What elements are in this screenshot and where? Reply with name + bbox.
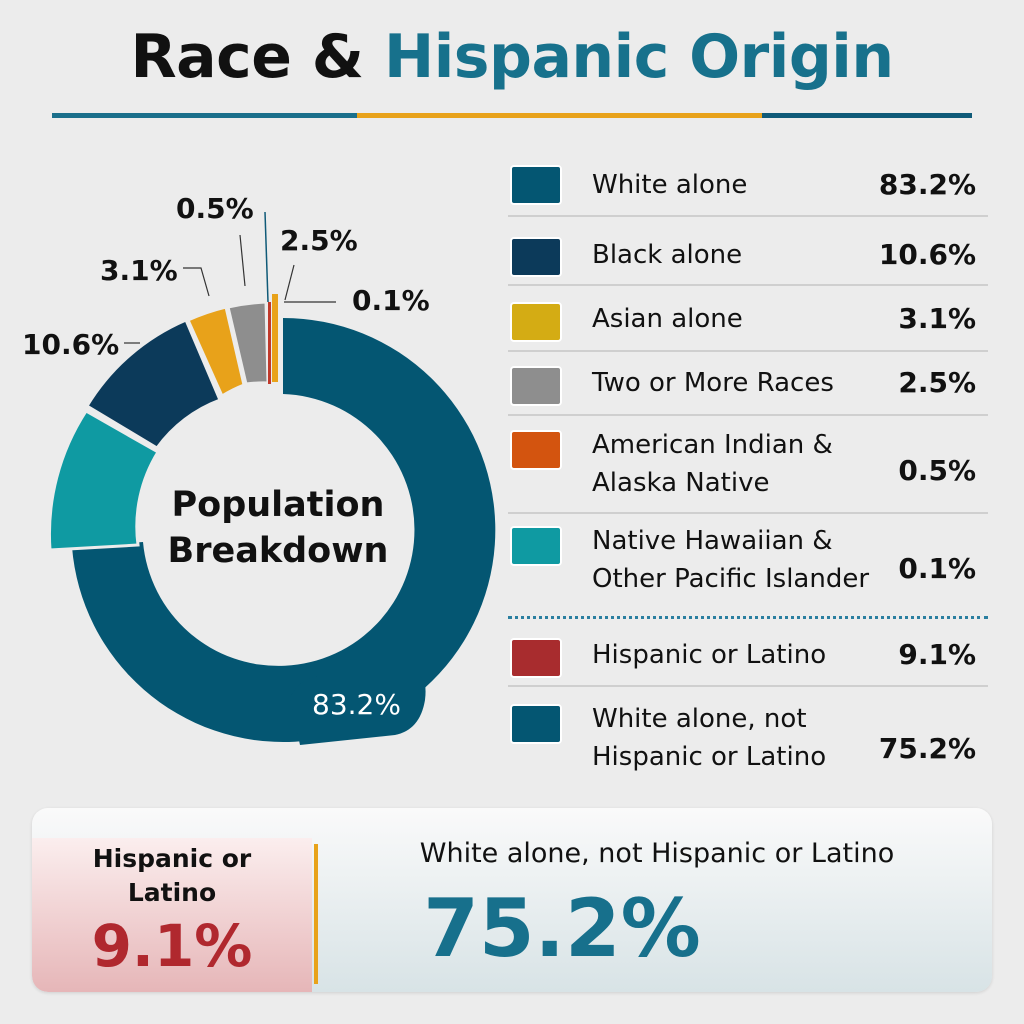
leader-asian [183,267,210,297]
summary-hispanic-panel: Hispanic or Latino 9.1% [32,838,312,992]
donut-center-label: Population Breakdown [138,482,418,574]
legend-swatch [510,526,562,566]
leader-two-or-more [239,234,246,287]
callout-nhpi: 0.1% [352,284,430,317]
legend-swatch [510,704,562,744]
summary-white-value: 75.2% [423,882,701,975]
legend-item-black: Black alone 10.6% [500,234,990,280]
legend-divider [508,284,988,286]
legend-label-line1: Native Hawaiian & [592,526,833,556]
legend-value: 3.1% [898,302,976,335]
segment-nhpi [47,408,161,552]
legend-swatch [510,165,562,205]
legend-dotted-divider [508,616,988,619]
summary-card: Hispanic or Latino 9.1% White alone, not… [32,808,992,992]
title-part-1: Race & [130,22,364,92]
legend-item-aian: American Indian & Alaska Native 0.5% [500,426,990,506]
legend-value: 83.2% [878,168,976,201]
donut-svg [47,211,496,745]
legend-label-line2: Hispanic or Latino [592,742,827,772]
legend-label: Black alone [592,240,743,270]
summary-divider [314,844,318,984]
legend-divider [508,414,988,416]
legend-divider [508,512,988,514]
summary-hispanic-value: 9.1% [91,912,253,980]
segment-aian [268,302,271,384]
title-rule-middle [357,113,762,118]
legend-label: Two or More Races [592,368,834,398]
legend-item-nhpi: Native Hawaiian & Other Pacific Islander… [500,522,990,602]
legend-swatch [510,366,562,406]
legend-label: White alone [592,170,748,200]
legend-item-white: White alone 83.2% [500,162,990,208]
legend-swatch [510,430,562,470]
center-label-line1: Population [171,485,385,525]
legend-value: 0.1% [898,552,976,585]
donut-chart: 10.6% 3.1% 0.5% 2.5% 0.1% Population Bre… [0,170,500,790]
callout-two-or-more: 2.5% [280,224,358,257]
legend-value: 2.5% [898,366,976,399]
title-rule-right [762,113,972,118]
legend-divider [508,215,988,217]
legend-swatch [510,638,562,678]
legend-item-asian: Asian alone 3.1% [500,300,990,346]
legend-divider [508,350,988,352]
segment-black [84,318,222,450]
legend-label-line2: Alaska Native [592,468,770,498]
summary-hispanic-title-line1: Hispanic or [92,844,252,873]
summary-hispanic-title-line2: Latino [127,878,217,907]
legend-item-white-not-hispanic: White alone, not Hispanic or Latino 75.2… [500,700,990,780]
legend-value: 0.5% [898,454,976,487]
legend-label-line2: Other Pacific Islander [592,564,870,594]
legend-item-two-or-more: Two or More Races 2.5% [500,364,990,410]
title-rule-left [52,113,357,118]
legend-divider [508,685,988,687]
legend-swatch [510,237,562,277]
segment-white-label-bump [290,675,426,745]
summary-white-title: White alone, not Hispanic or Latino [419,838,895,869]
summary-hispanic-title: Hispanic or Latino [32,842,312,910]
leader-aian [264,211,269,303]
leader-2-5 [284,264,295,301]
callout-aian: 0.5% [176,192,254,225]
segment-white [72,317,496,742]
center-label-line2: Breakdown [167,531,389,571]
title-part-2: Hispanic Origin [384,22,894,92]
legend-label: Asian alone [592,304,743,334]
callout-white: 83.2% [312,688,401,721]
callout-black: 10.6% [22,328,120,361]
segment-asian [186,305,246,399]
legend-swatch [510,302,562,342]
page-title: Race & Hispanic Origin [0,22,1024,92]
legend-item-hispanic: Hispanic or Latino 9.1% [500,636,990,682]
legend-value: 75.2% [878,732,976,765]
legend-value: 9.1% [898,638,976,671]
callout-asian: 3.1% [100,254,178,287]
legend-label-line1: White alone, not [592,704,807,734]
segment-orange-sliver [272,294,278,382]
legend-label: Hispanic or Latino [592,640,827,670]
legend-label-line1: American Indian & [592,430,833,460]
legend-value: 10.6% [878,238,976,271]
